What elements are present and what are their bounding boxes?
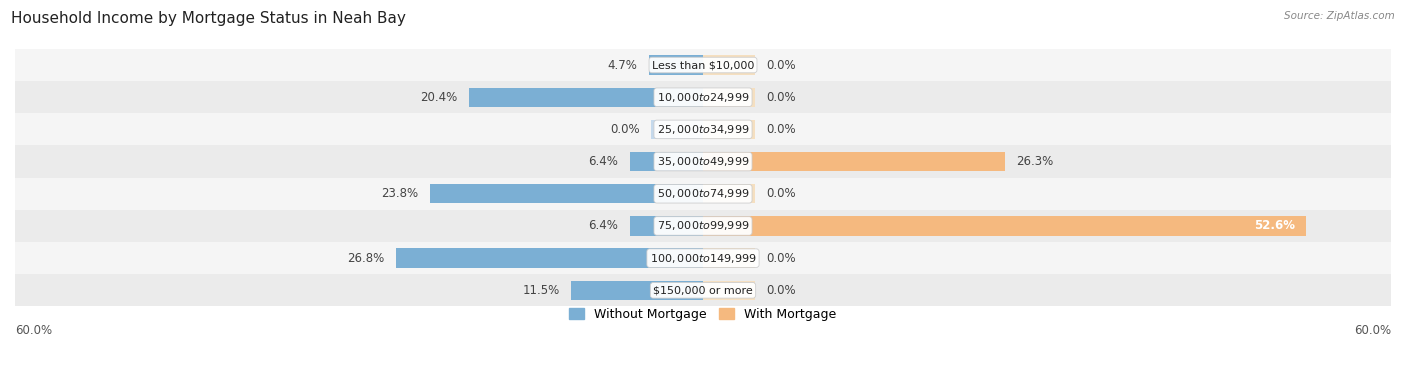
Text: 60.0%: 60.0% [15, 324, 52, 337]
Text: $100,000 to $149,999: $100,000 to $149,999 [650, 251, 756, 265]
Bar [15, 242, 1391, 274]
Bar [630, 216, 703, 236]
Bar [650, 55, 703, 75]
Legend: Without Mortgage, With Mortgage: Without Mortgage, With Mortgage [569, 308, 837, 321]
Bar [15, 274, 1391, 307]
Text: 4.7%: 4.7% [607, 58, 638, 72]
Bar [703, 280, 755, 300]
Text: 6.4%: 6.4% [588, 219, 619, 233]
Text: $35,000 to $49,999: $35,000 to $49,999 [657, 155, 749, 168]
Text: $150,000 or more: $150,000 or more [654, 285, 752, 295]
Text: 26.8%: 26.8% [347, 251, 384, 265]
Bar [651, 120, 703, 139]
Bar [15, 178, 1391, 210]
Text: $25,000 to $34,999: $25,000 to $34,999 [657, 123, 749, 136]
Text: 0.0%: 0.0% [766, 187, 796, 200]
Bar [703, 120, 755, 139]
Bar [571, 280, 703, 300]
Bar [630, 152, 703, 171]
Text: 60.0%: 60.0% [1354, 324, 1391, 337]
Bar [703, 248, 755, 268]
Text: $10,000 to $24,999: $10,000 to $24,999 [657, 91, 749, 104]
Bar [470, 87, 703, 107]
Text: 0.0%: 0.0% [766, 251, 796, 265]
Bar [703, 55, 755, 75]
Text: Source: ZipAtlas.com: Source: ZipAtlas.com [1284, 11, 1395, 21]
Bar [395, 248, 703, 268]
Text: 20.4%: 20.4% [420, 91, 457, 104]
Bar [15, 210, 1391, 242]
Bar [15, 146, 1391, 178]
Bar [703, 216, 1306, 236]
Text: 6.4%: 6.4% [588, 155, 619, 168]
Bar [430, 184, 703, 204]
Bar [15, 113, 1391, 146]
Text: 0.0%: 0.0% [766, 91, 796, 104]
Text: 0.0%: 0.0% [610, 123, 640, 136]
Text: 0.0%: 0.0% [766, 58, 796, 72]
Text: Less than $10,000: Less than $10,000 [652, 60, 754, 70]
Bar [703, 152, 1004, 171]
Bar [15, 81, 1391, 113]
Text: 0.0%: 0.0% [766, 123, 796, 136]
Bar [703, 87, 755, 107]
Text: 52.6%: 52.6% [1254, 219, 1295, 233]
Text: Household Income by Mortgage Status in Neah Bay: Household Income by Mortgage Status in N… [11, 11, 406, 26]
Text: 0.0%: 0.0% [766, 284, 796, 297]
Text: 23.8%: 23.8% [381, 187, 419, 200]
Text: $75,000 to $99,999: $75,000 to $99,999 [657, 219, 749, 233]
Text: 11.5%: 11.5% [523, 284, 560, 297]
Bar [703, 184, 755, 204]
Text: $50,000 to $74,999: $50,000 to $74,999 [657, 187, 749, 200]
Bar [15, 49, 1391, 81]
Text: 26.3%: 26.3% [1017, 155, 1053, 168]
